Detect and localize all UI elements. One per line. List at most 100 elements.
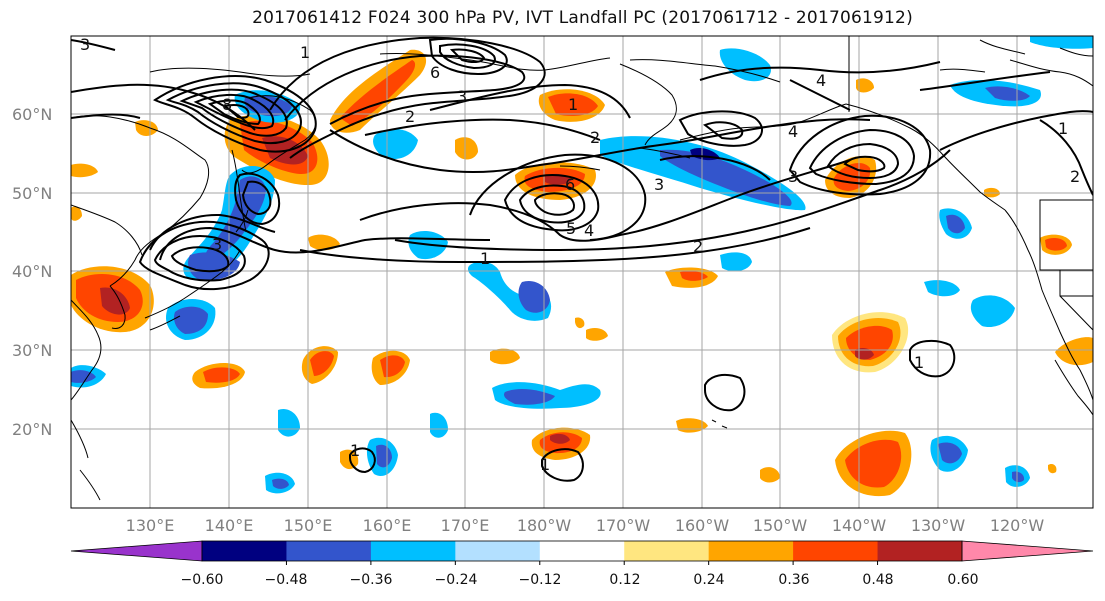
colorbar-frame: [201, 540, 963, 562]
colorbar-tick-label: −0.12: [519, 572, 562, 588]
negative-anomaly-patch: [174, 306, 208, 334]
contour-label: 8: [222, 95, 232, 114]
negative-anomaly-patch: [660, 149, 792, 206]
contour-label: 4: [788, 122, 798, 141]
contour-label: 5: [566, 219, 576, 238]
colorbar-segment: [877, 541, 963, 561]
contour-label: 1: [540, 455, 550, 474]
positive-anomaly-patch: [380, 355, 405, 378]
colorbar-segment: [455, 541, 541, 561]
colorbar-segment: [286, 541, 372, 561]
contour-label: 3: [654, 175, 664, 194]
colorbar-extend-high: [961, 540, 1094, 562]
negative-anomaly-patch: [518, 280, 550, 313]
lon-label: 150°E: [284, 516, 333, 535]
colorbar-tick-label: 0.12: [609, 572, 640, 588]
positive-anomaly-patch: [310, 351, 334, 376]
contour-label: 3: [788, 167, 798, 186]
colorbar-segment: [370, 541, 456, 561]
lon-label: 160°E: [363, 516, 412, 535]
positive-anomaly-patch: [71, 206, 82, 221]
colorbar-tick-label: 0.48: [862, 572, 893, 588]
contour-label: 6: [430, 63, 440, 82]
colorbar-tick-label: −0.24: [435, 572, 478, 588]
negative-anomaly-patch: [575, 317, 585, 329]
negative-anomaly-patch: [376, 444, 392, 468]
contour-label: 3: [457, 87, 467, 106]
colorbar: [70, 540, 1094, 565]
negative-anomaly-patch: [924, 280, 960, 297]
colorbar-segment: [624, 541, 710, 561]
positive-anomaly-patch: [680, 271, 708, 281]
negative-anomaly-patch: [720, 252, 752, 272]
contour-label: 1: [350, 441, 360, 460]
colorbar-tick-label: −0.48: [265, 572, 308, 588]
graticule: [71, 36, 1093, 508]
lat-label: 50°N: [12, 184, 52, 203]
positive-anomaly-patch: [550, 433, 570, 444]
lat-label: 60°N: [12, 105, 52, 124]
colorbar-extend-low: [70, 540, 203, 562]
map-title: 2017061412 F024 300 hPa PV, IVT Landfall…: [252, 8, 913, 28]
positive-anomaly-patch: [203, 367, 240, 383]
colorbar-segment: [708, 541, 794, 561]
lon-label: 140°E: [205, 516, 254, 535]
positive-anomaly-patch: [71, 163, 98, 178]
pv-contours: [71, 36, 1093, 482]
negative-anomaly-patch: [985, 86, 1030, 101]
contour-label: 1: [914, 353, 924, 372]
colorbar-tick-label: 0.24: [693, 572, 724, 588]
positive-anomaly-patch: [586, 328, 608, 341]
lon-label: 150°W: [753, 516, 808, 535]
lat-label: 30°N: [12, 341, 52, 360]
contour-label: 3: [212, 235, 222, 254]
contour-label: 1: [300, 43, 310, 62]
contour-label: 1: [480, 249, 490, 268]
negative-anomaly-patch: [1030, 36, 1093, 49]
positive-anomaly-patch: [760, 467, 780, 483]
colorbar-segment: [793, 541, 879, 561]
lon-label: 160°W: [675, 516, 730, 535]
negative-anomaly-patch: [970, 295, 1015, 328]
colorbar-segment: [202, 541, 287, 561]
contour-label: 3: [80, 35, 90, 54]
contour-labels: 3 1 6 8 2 3 1 2 3 4 4 6 3 5 3 4 1 2 1 2 …: [80, 35, 1080, 474]
colorbar-tick-label: 0.60: [947, 572, 978, 588]
colorbar-labels: −0.60 −0.48 −0.36 −0.24 −0.12 0.12 0.24 …: [181, 572, 979, 588]
lon-label: 170°E: [441, 516, 490, 535]
positive-anomaly-patch: [855, 347, 874, 360]
lon-label: 140°W: [832, 516, 887, 535]
contour-label: 4: [816, 71, 826, 90]
positive-anomaly-patch: [1048, 463, 1057, 474]
negative-anomaly-patch: [272, 478, 289, 489]
positive-anomaly-patch: [1045, 238, 1067, 251]
latitude-labels: 60°N 50°N 40°N 30°N 20°N: [12, 105, 52, 439]
contour-label: 4: [584, 221, 594, 240]
map-frame: [70, 35, 1094, 509]
colorbar-segment: [539, 541, 625, 561]
contour-label: 2: [693, 237, 703, 256]
negative-anomaly-patch: [504, 389, 555, 405]
lon-label: 120°W: [990, 516, 1045, 535]
positive-anomaly-patch: [1055, 337, 1093, 366]
negative-anomaly-patch: [946, 214, 965, 234]
contour-label: 6: [565, 175, 575, 194]
longitude-labels: 130°E 140°E 150°E 160°E 170°E 180°W 170°…: [126, 516, 1045, 535]
lon-label: 130°E: [126, 516, 175, 535]
negative-anomaly-patch: [430, 412, 448, 438]
negative-anomaly-patch: [1012, 471, 1025, 483]
contour-label: 2: [590, 128, 600, 147]
contour-label: 1: [1058, 119, 1068, 138]
colorbar-tick-label: −0.60: [181, 572, 224, 588]
positive-anomaly-patch: [308, 234, 340, 251]
lon-label: 170°W: [596, 516, 651, 535]
negative-anomaly-patch: [719, 48, 771, 82]
lat-label: 40°N: [12, 262, 52, 281]
positive-anomaly-patch: [548, 93, 598, 116]
negative-anomaly-patch: [373, 128, 418, 160]
lat-label: 20°N: [12, 420, 52, 439]
contour-label: 1: [568, 95, 578, 114]
positive-anomaly-patch: [856, 78, 874, 93]
negative-anomaly-patch: [278, 408, 300, 437]
